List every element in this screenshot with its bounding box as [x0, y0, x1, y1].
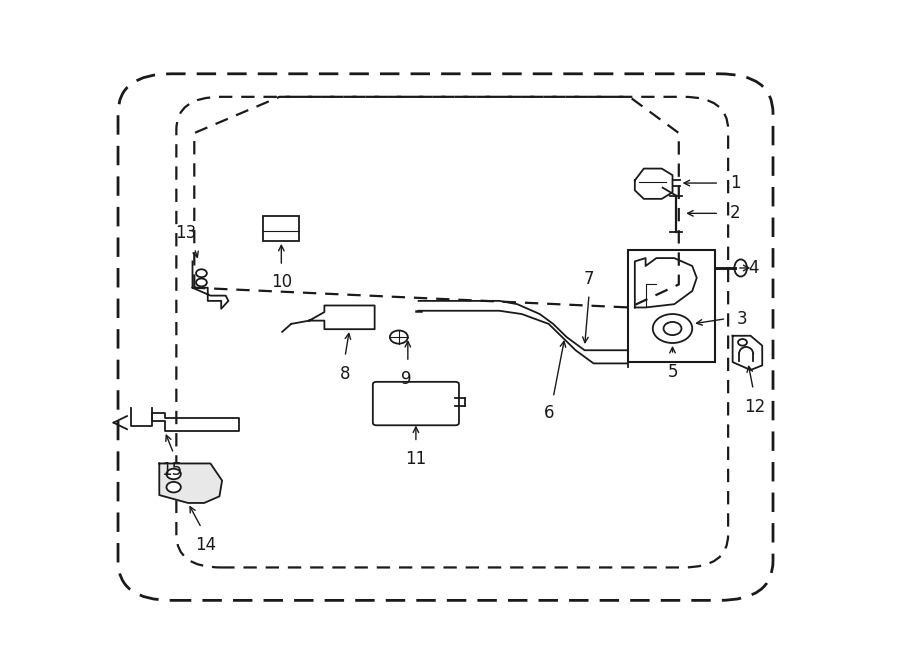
Circle shape: [166, 482, 181, 492]
Text: 15: 15: [161, 461, 183, 479]
Text: 11: 11: [405, 450, 427, 468]
Bar: [264, 216, 300, 241]
Text: 4: 4: [748, 259, 759, 277]
Text: 1: 1: [730, 174, 741, 192]
Circle shape: [166, 469, 181, 479]
Text: 14: 14: [195, 536, 217, 554]
Polygon shape: [159, 463, 222, 503]
Text: 12: 12: [744, 398, 766, 416]
Bar: [627, 251, 715, 362]
Text: 13: 13: [175, 223, 196, 242]
Text: 8: 8: [340, 365, 350, 383]
Text: 9: 9: [400, 370, 411, 388]
Text: 10: 10: [271, 272, 292, 291]
Text: 5: 5: [667, 363, 678, 381]
Text: 3: 3: [737, 309, 748, 328]
Text: 7: 7: [584, 270, 594, 288]
Text: 6: 6: [544, 405, 554, 422]
Text: 2: 2: [730, 204, 741, 222]
